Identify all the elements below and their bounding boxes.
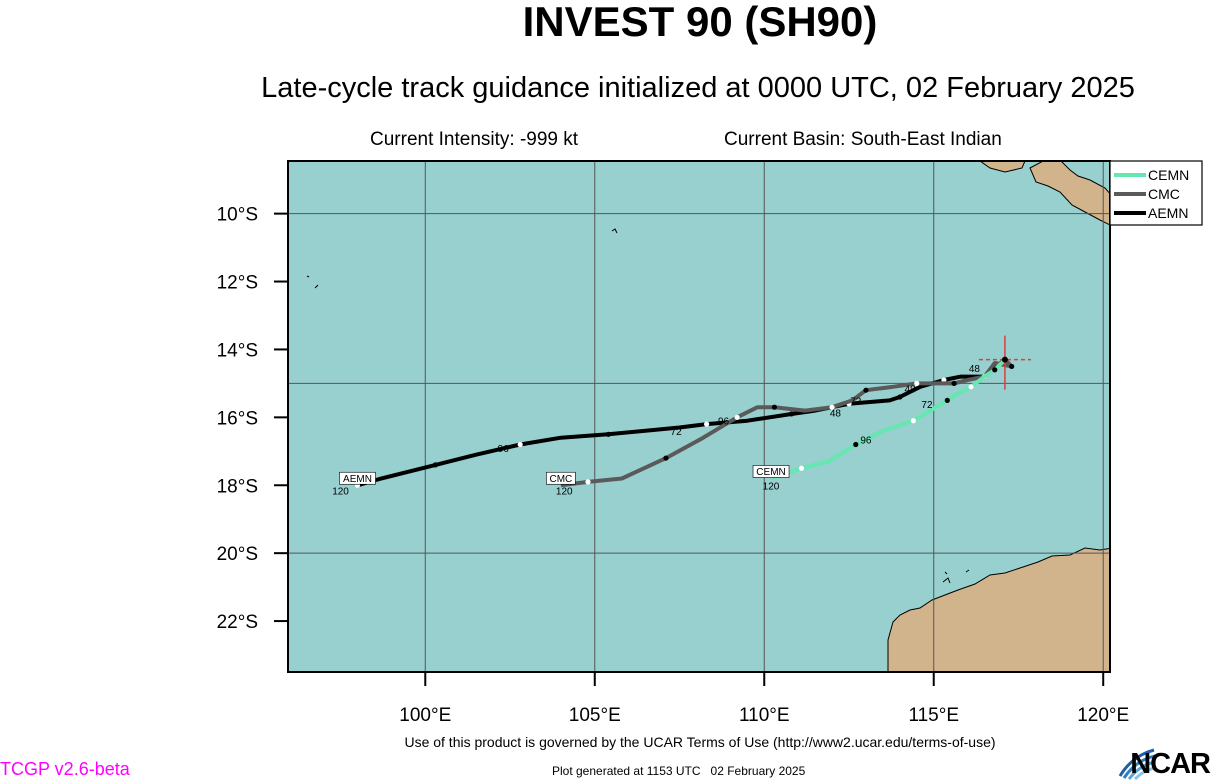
track-point (863, 387, 869, 393)
track-line-cemn (770, 358, 1007, 481)
track-aemn: AEMN 96 120 (332, 358, 1007, 497)
lat-tick-label: 14°S (217, 340, 258, 361)
track-end-box (339, 471, 376, 485)
track-point (771, 404, 778, 410)
track-point (941, 377, 947, 383)
forecast-hour-label: 72 (671, 427, 683, 438)
track-end-label: CMC (549, 474, 572, 485)
land-layer (306, 161, 1110, 672)
lon-tick-label: 115°E (908, 705, 959, 726)
lat-tick-label: 16°S (217, 408, 258, 429)
track-cmc: CMC 48 48 72 72 96 120 (546, 358, 1015, 497)
track-point (1009, 363, 1015, 370)
track-end-label: AEMN (343, 474, 372, 485)
forecast-hour-label: 96 (498, 444, 510, 455)
lon-tick-label: 105°E (569, 705, 621, 726)
lon-tick-label: 110°E (739, 705, 790, 726)
track-end-box (752, 465, 790, 478)
axis-ticks: 100°E 105°E 110°E 115°E 120°E 10°S 12°S 14°S 16°… (217, 205, 1130, 726)
track-point (853, 441, 859, 448)
track-point (944, 397, 950, 403)
track-point (605, 431, 611, 437)
lat-tick-label: 12°S (217, 273, 258, 294)
terms-of-use: Use of this product is governed by the U… (404, 734, 996, 750)
forecast-hour-label: 96 (860, 435, 872, 446)
current-position-marker (978, 335, 1031, 390)
ncar-swoosh-icon (1118, 748, 1156, 780)
forecast-hour-label: 96 (718, 417, 730, 428)
track-point (734, 414, 740, 420)
track-point (910, 418, 916, 424)
legend-label-cmc: CMC (1148, 186, 1180, 202)
track-line-aemn (356, 358, 1007, 488)
lat-tick-label: 20°S (217, 544, 258, 565)
lat-tick-label: 18°S (217, 476, 258, 497)
track-point (829, 404, 835, 410)
ncar-wordmark: NCAR (1130, 748, 1211, 780)
track-point (704, 421, 710, 427)
land-christmas-island (611, 228, 618, 234)
generated-timestamp: Plot generated at 1153 UTC 02 February 2… (552, 764, 806, 778)
forecast-hour-label: 48 (969, 364, 981, 375)
page-subtitle: Late-cycle track guidance initialized at… (261, 72, 1135, 104)
page-title: INVEST 90 (SH90) (522, 0, 878, 45)
track-point (968, 384, 974, 390)
forecast-hour-label: 72 (921, 400, 933, 411)
track-cemn: CEMN 48 72 96 120 (752, 358, 1007, 492)
lat-tick-label: 10°S (217, 205, 258, 226)
forecast-hour-label: 48 (904, 384, 916, 395)
track-point (663, 455, 669, 461)
track-point (432, 462, 439, 468)
forecast-hour-label: 48 (830, 408, 842, 419)
lon-tick-label: 100°E (399, 705, 451, 726)
track-line-cmc (560, 358, 1014, 488)
track-point (517, 441, 523, 448)
land-sumbawa-flores (1029, 161, 1110, 226)
current-basin: Current Basin: South-East Indian (724, 129, 1002, 150)
track-point (788, 411, 794, 417)
forecast-hour-label: 120 (556, 486, 573, 497)
legend-label-aemn: AEMN (1148, 205, 1188, 221)
current-intensity: Current Intensity: -999 kt (370, 129, 579, 150)
track-end-box (546, 471, 576, 485)
track-point (585, 479, 591, 485)
lon-tick-label: 120°E (1077, 705, 1129, 726)
forecast-hour-label: 120 (763, 481, 780, 492)
forecast-hour-label: 72 (850, 396, 862, 407)
legend-label-cemn: CEMN (1148, 167, 1189, 183)
land-cocos-islands (306, 275, 319, 289)
track-point (897, 394, 903, 400)
track-point (798, 465, 805, 471)
legend: CEMN CMC AEMN (1109, 160, 1203, 226)
grid-lines (288, 161, 1110, 672)
land-australia (887, 547, 1110, 672)
land-rowley-islets (942, 569, 970, 584)
track-point (914, 380, 920, 386)
land-java-east (979, 161, 1026, 173)
lat-tick-label: 22°S (217, 612, 258, 633)
track-point (951, 380, 957, 386)
ncar-logo: NCAR (1118, 742, 1212, 780)
forecast-hour-label: 120 (332, 486, 349, 497)
track-point (992, 367, 998, 373)
current-position-dot (1001, 356, 1008, 363)
version-label: TCGP v2.6-beta (0, 759, 130, 779)
track-end-label: CEMN (756, 467, 785, 478)
